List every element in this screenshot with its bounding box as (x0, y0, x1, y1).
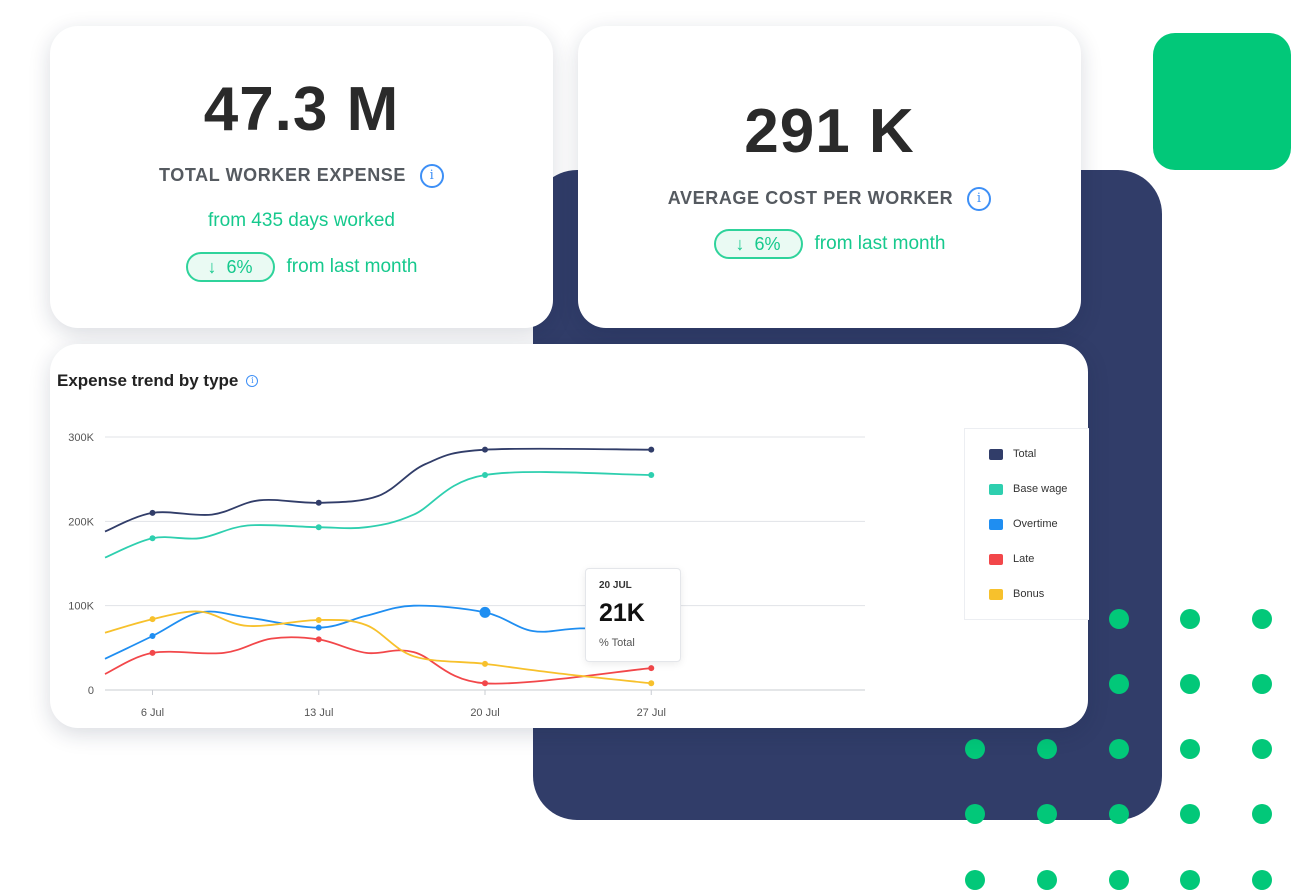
series-line-overtime (104, 604, 652, 660)
total-expense-label: TOTAL WORKER EXPENSE (158, 164, 407, 185)
data-point[interactable] (648, 665, 655, 672)
data-point[interactable] (315, 624, 322, 631)
highlighted-point[interactable] (479, 606, 491, 618)
change-value: 6% (226, 256, 253, 277)
data-point[interactable] (315, 617, 322, 624)
legend-swatch (989, 483, 1003, 495)
decorative-dot (1180, 739, 1200, 759)
x-tick-label: 20 Jul (470, 707, 499, 719)
legend-label: Late (1013, 553, 1035, 565)
y-tick-label: 200K (68, 516, 94, 528)
change-value: 6% (754, 233, 781, 254)
total-expense-trend: ↓ 6% from last month (50, 252, 553, 282)
data-point[interactable] (648, 446, 655, 453)
decorative-dot (1037, 870, 1057, 890)
total-expense-card: 47.3 M TOTAL WORKER EXPENSE i from 435 da… (50, 26, 553, 328)
info-icon[interactable]: i (246, 375, 259, 387)
x-tick-label: 27 Jul (637, 707, 666, 719)
chart-tooltip: 20 JUL 21K % Total (585, 568, 681, 662)
average-cost-trend: ↓ 6% from last month (578, 229, 1081, 259)
expense-trend-card: Expense trend by type i 0 100K 200K 300K 6 Ju… (50, 344, 1089, 728)
data-point[interactable] (482, 446, 488, 453)
series-line-total (104, 447, 652, 533)
data-point[interactable] (315, 524, 322, 531)
change-badge: ↓ 6% (185, 252, 275, 282)
total-expense-value: 47.3 M (203, 75, 400, 144)
data-point[interactable] (648, 680, 655, 687)
x-tick-label: 6 Jul (141, 707, 164, 719)
data-point[interactable] (149, 535, 156, 542)
legend-item[interactable]: Overtime (989, 518, 1058, 530)
decorative-dot (965, 870, 985, 890)
average-cost-value: 291 K (744, 97, 915, 166)
decorative-dot (1180, 674, 1200, 694)
data-point[interactable] (315, 499, 322, 506)
legend-label: Overtime (1013, 518, 1058, 530)
y-tick-label: 300K (68, 432, 94, 444)
decorative-green-square (1153, 33, 1291, 170)
arrow-down-icon: ↓ (207, 256, 217, 277)
chart-title-row: Expense trend by type i (57, 371, 259, 391)
legend-swatch (989, 448, 1003, 460)
data-point[interactable] (149, 509, 156, 516)
series-line-bonus (104, 610, 652, 685)
decorative-dot (1109, 870, 1129, 890)
legend-swatch (989, 588, 1003, 600)
decorative-dot (1180, 870, 1200, 890)
legend-label: Total (1013, 448, 1037, 460)
legend-swatch (989, 518, 1003, 530)
info-icon[interactable]: i (420, 164, 445, 188)
data-point[interactable] (149, 633, 156, 640)
chart-legend: Total Base wage Overtime Late Bonus (964, 428, 1089, 620)
legend-item[interactable]: Total (989, 448, 1036, 460)
y-tick-label: 0 (88, 685, 94, 697)
legend-item[interactable]: Base wage (989, 483, 1067, 495)
decorative-dot (1252, 674, 1272, 694)
data-point[interactable] (482, 680, 488, 687)
expense-trend-chart[interactable]: 0 100K 200K 300K 6 Jul 13 Jul 20 Jul 27 Jul (50, 344, 950, 728)
change-text: from last month (814, 233, 946, 254)
chart-title: Expense trend by type (57, 371, 239, 390)
data-point[interactable] (482, 471, 488, 478)
change-text: from last month (286, 256, 418, 277)
y-tick-label: 100K (68, 601, 94, 613)
x-tick-label: 13 Jul (304, 707, 333, 719)
decorative-dot (1252, 870, 1272, 890)
data-point[interactable] (149, 649, 156, 656)
data-point[interactable] (149, 616, 156, 623)
data-point[interactable] (315, 636, 322, 643)
tooltip-label: % Total (599, 637, 635, 649)
legend-label: Bonus (1013, 588, 1045, 600)
change-badge: ↓ 6% (713, 229, 803, 259)
average-cost-label: AVERAGE COST PER WORKER (667, 187, 954, 208)
days-worked-text: from 435 days worked (208, 210, 395, 231)
decorative-dot (1252, 804, 1272, 824)
series-line-late (104, 636, 652, 685)
data-point[interactable] (648, 471, 655, 478)
legend-swatch (989, 553, 1003, 565)
data-point[interactable] (482, 660, 488, 667)
decorative-dot (1252, 739, 1272, 759)
average-cost-label-row: AVERAGE COST PER WORKER i (578, 187, 1081, 211)
tooltip-date: 20 JUL (599, 580, 632, 591)
decorative-dot (1252, 609, 1272, 629)
legend-item[interactable]: Bonus (989, 588, 1044, 600)
total-expense-label-row: TOTAL WORKER EXPENSE i (50, 164, 553, 188)
decorative-dot (1180, 804, 1200, 824)
arrow-down-icon: ↓ (735, 233, 745, 254)
decorative-dot (1180, 609, 1200, 629)
legend-label: Base wage (1013, 483, 1068, 495)
legend-item[interactable]: Late (989, 553, 1034, 565)
average-cost-card: 291 K AVERAGE COST PER WORKER i ↓ 6% from… (578, 26, 1081, 328)
tooltip-value: 21K (599, 599, 645, 627)
info-icon[interactable]: i (967, 187, 992, 211)
